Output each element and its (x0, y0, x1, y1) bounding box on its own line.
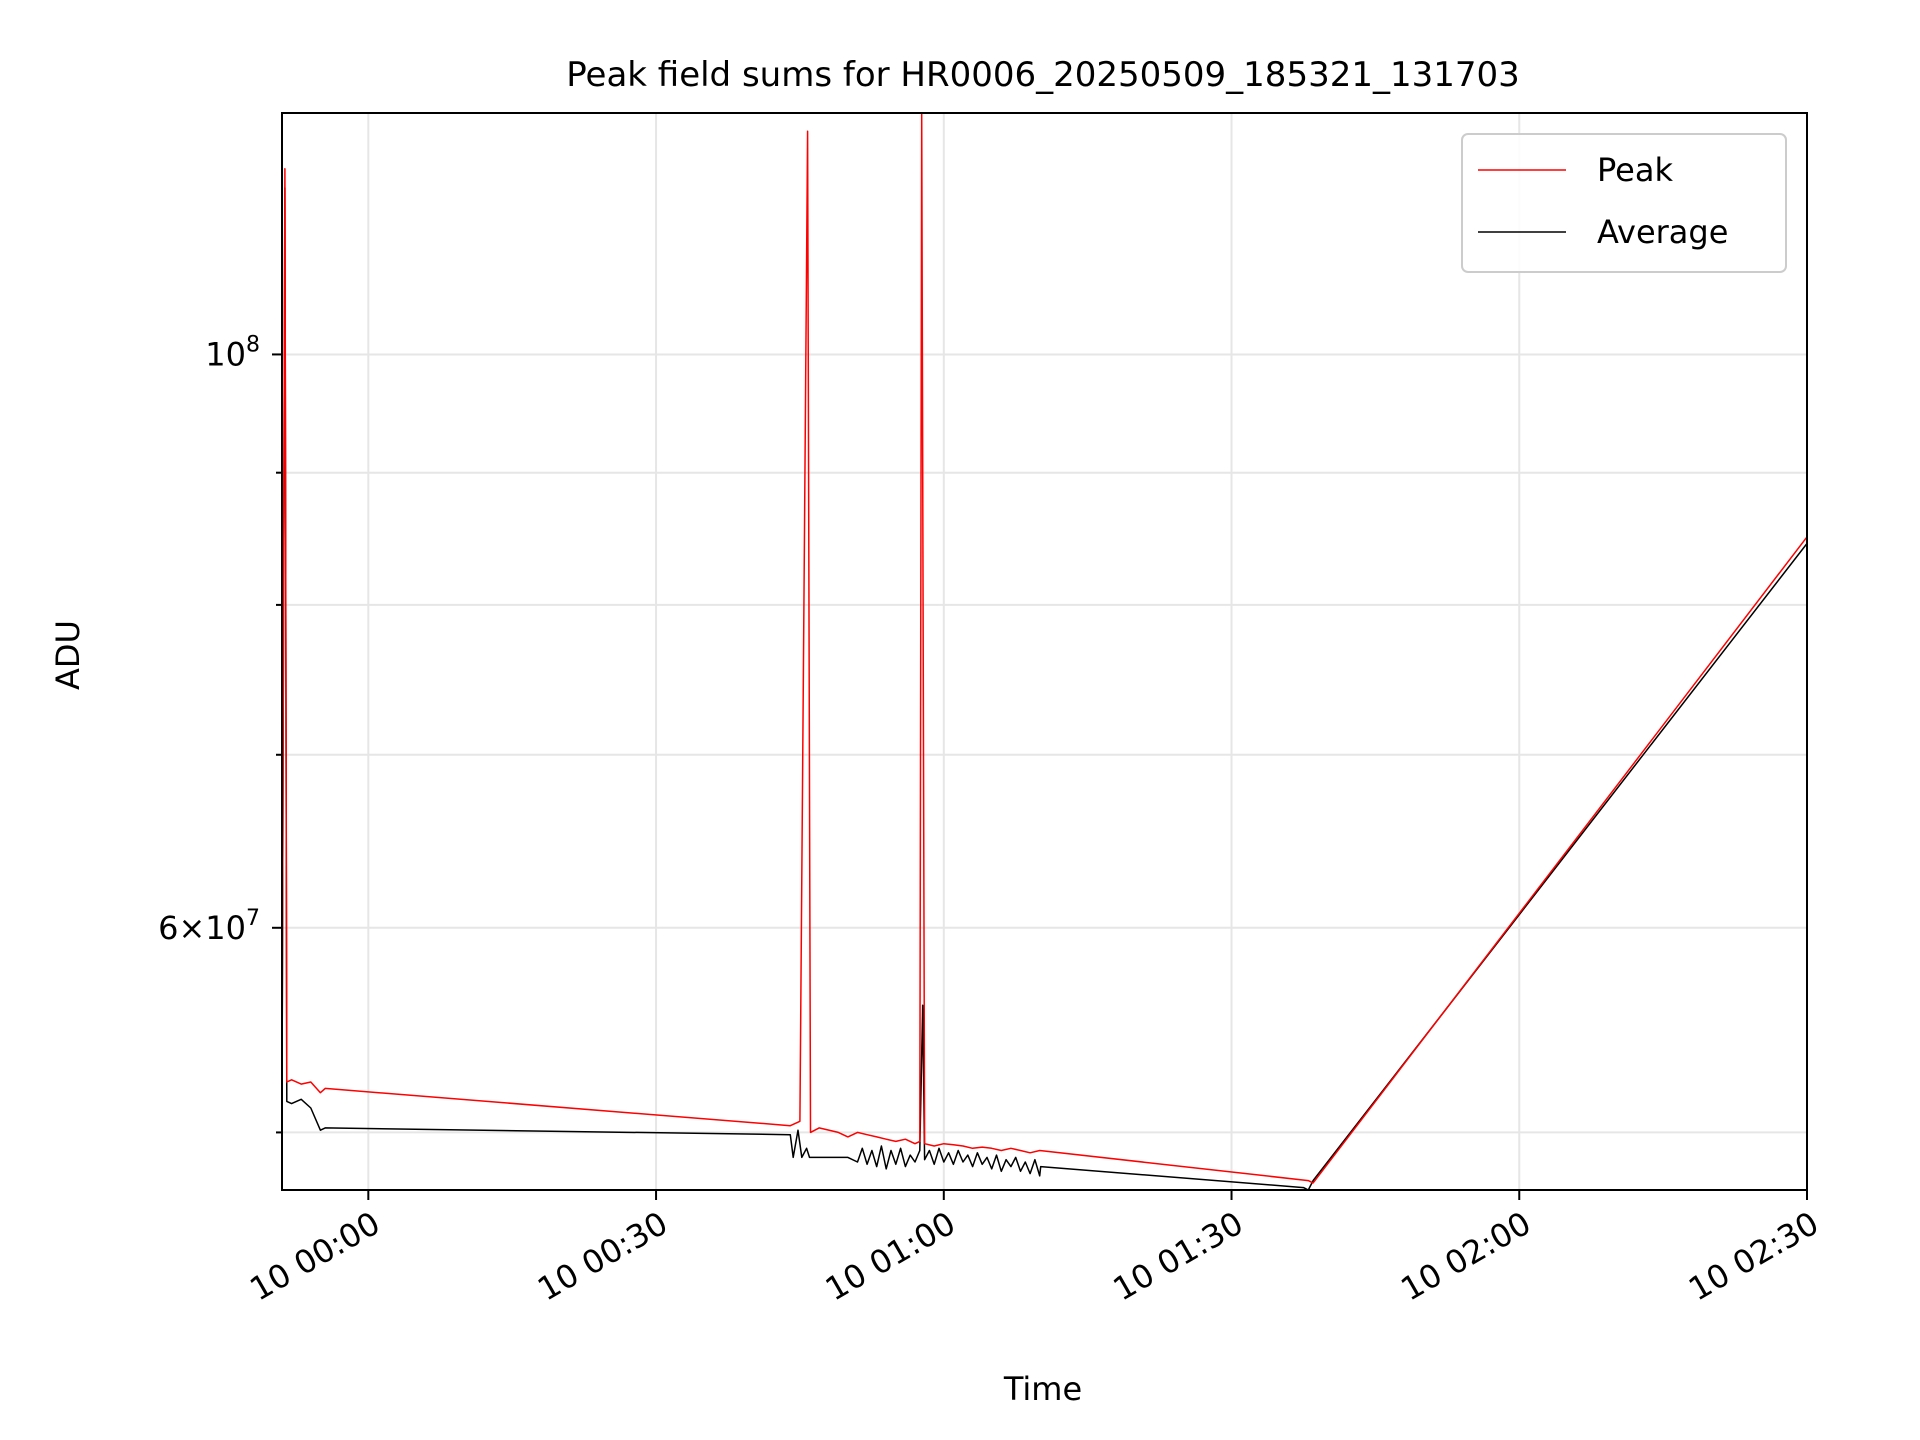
plot-frame (281, 112, 1808, 1191)
series-layer (282, 113, 1807, 1190)
chart-title: Peak field sums for HR0006_20250509_1853… (566, 55, 1520, 95)
y-tick-label: 108 (205, 332, 260, 373)
series-line-average (282, 187, 1807, 1190)
legend-box (1461, 133, 1787, 273)
x-axis-label: Time (1003, 1370, 1082, 1408)
legend: Peak Average (1461, 133, 1787, 273)
legend-peak-label: Peak (1597, 151, 1673, 189)
y-axis-label: ADU (49, 620, 87, 690)
y-tick-label: 6×107 (158, 906, 260, 947)
y-axis: 108 6×107 (158, 332, 282, 1134)
series-line-peak (282, 113, 1807, 1184)
grid (282, 113, 1808, 1190)
legend-average-label: Average (1597, 213, 1728, 251)
